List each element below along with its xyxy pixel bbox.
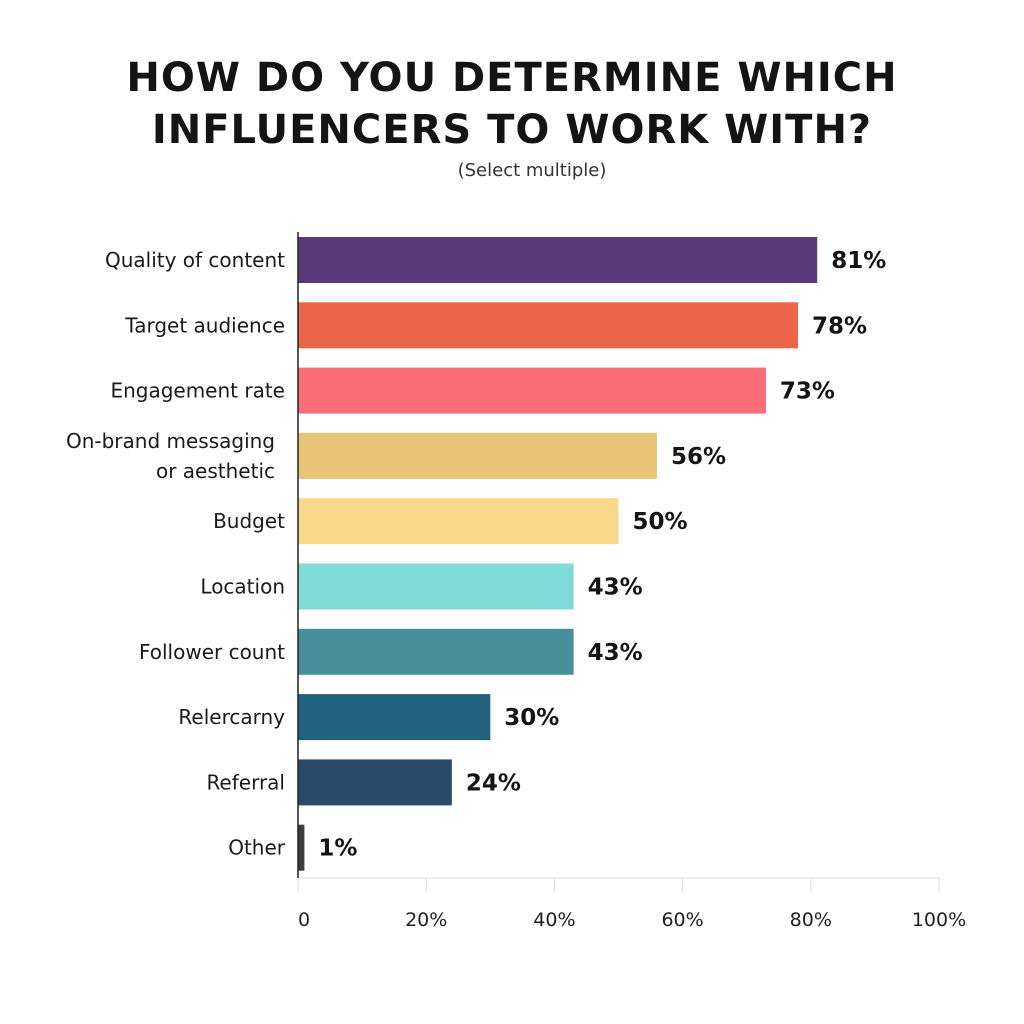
value-label: 56% <box>671 444 726 470</box>
chart-title-line-1: HOW DO YOU DETERMINE WHICH <box>126 55 898 101</box>
value-label: 43% <box>588 575 643 601</box>
category-label: Location <box>200 575 285 599</box>
chart-title-line-2: INFLUENCERS TO WORK WITH? <box>151 107 873 153</box>
value-label: 30% <box>504 705 559 731</box>
category-label: Relercarny <box>178 705 285 729</box>
x-tick-label: 80% <box>790 909 832 931</box>
value-label: 1% <box>318 836 357 862</box>
value-label: 81% <box>831 248 886 274</box>
value-label: 73% <box>780 379 835 405</box>
x-tick-label: 0 <box>298 909 310 931</box>
bar <box>298 432 657 479</box>
category-label: Referral <box>206 770 285 794</box>
x-tick-label: 100% <box>912 909 966 931</box>
category-label: On-brand messaging <box>66 429 275 453</box>
bar <box>298 563 574 610</box>
x-tick-label: 40% <box>533 909 575 931</box>
value-label: 24% <box>466 770 521 796</box>
category-label: Budget <box>213 509 285 533</box>
value-label: 78% <box>812 313 867 339</box>
chart-subtitle: (Select multiple) <box>457 160 607 181</box>
bar <box>298 367 766 414</box>
category-label: Target audience <box>124 313 285 337</box>
bar <box>298 759 452 806</box>
category-label: Other <box>228 836 286 860</box>
bar <box>298 498 619 545</box>
bar <box>298 628 574 675</box>
bar <box>298 694 491 741</box>
bar <box>298 824 305 871</box>
bar <box>298 302 798 349</box>
value-label: 50% <box>633 509 688 535</box>
value-label: 43% <box>588 640 643 666</box>
x-tick-label: 20% <box>405 909 447 931</box>
bar <box>298 237 818 283</box>
category-label: Engagement rate <box>110 379 285 403</box>
category-label: Follower count <box>139 640 285 664</box>
category-label: Quality of content <box>105 248 285 272</box>
category-label: or aesthetic <box>156 459 275 483</box>
x-tick-label: 60% <box>661 909 703 931</box>
